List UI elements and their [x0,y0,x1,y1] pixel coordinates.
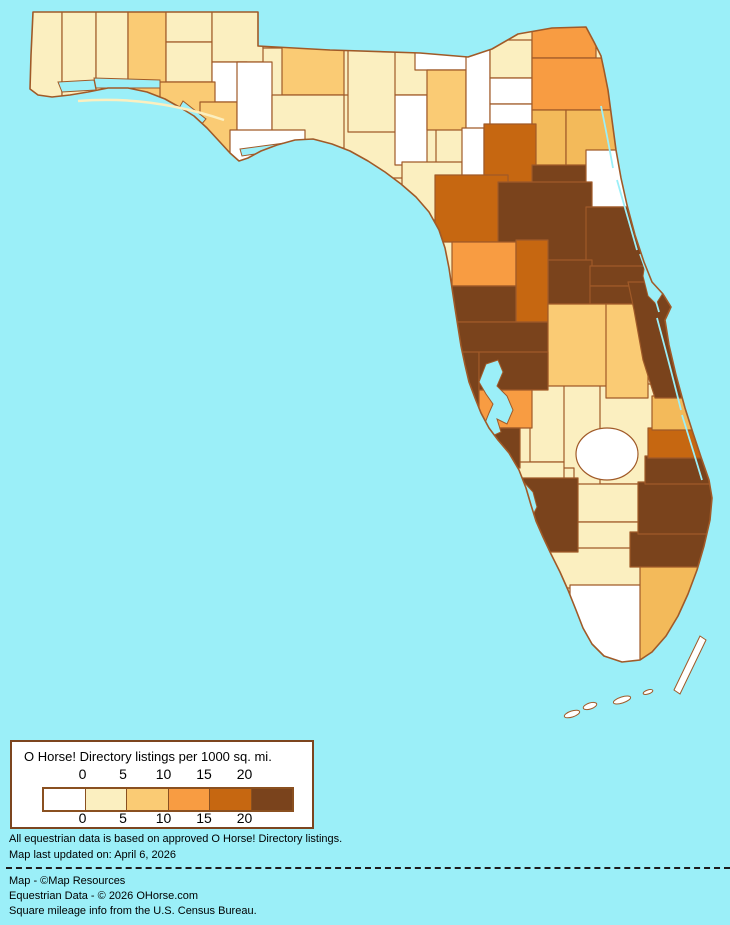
island-key-3 [642,689,654,695]
county-alachua [483,123,537,183]
coastal-lagoon-3 [656,317,682,411]
county-hardee [529,383,565,463]
legend-swatch-2 [126,789,168,810]
county-palm-beach [637,481,712,535]
island-key-0 [563,709,581,719]
legend-tick-top-0: 0 [78,766,87,782]
county-gilchrist [461,127,485,183]
county-hernando [451,285,517,323]
county-collier [539,547,643,589]
county-nassau [531,17,597,59]
choctawhatchee-bay [93,77,161,89]
county-liberty [236,61,273,133]
county-indian-river [651,395,712,431]
county-lake [547,259,593,305]
legend-tick-top-5: 5 [119,766,127,782]
note-last-updated: Map last updated on: April 6, 2026 [9,849,176,861]
county-jackson [211,12,264,63]
legend-swatch-0 [44,789,85,810]
legend-tick-bottom-5: 5 [119,810,127,826]
county-hamilton [414,44,471,71]
county-union [489,77,533,105]
legend-color-bar [42,787,294,812]
legend-tick-top-20: 20 [236,766,253,782]
county-clay [531,109,567,169]
county-levy [434,174,509,243]
county-martin [644,455,712,485]
legend-tick-bottom-15: 15 [196,810,212,826]
state-outline [29,11,713,663]
dashed-separator [6,867,730,869]
legend-tick-bottom-20: 20 [236,810,253,826]
county-washington [165,41,213,83]
legend-swatch-4 [209,789,251,810]
legend-title: O Horse! Directory listings per 1000 sq.… [24,749,272,764]
county-citrus [451,241,517,287]
island-key-2 [612,695,632,705]
county-lafayette [394,94,428,166]
coastal-lagoon-4 [681,414,703,481]
county-gadsden [262,12,309,49]
legend-swatch-5 [250,789,292,810]
legend-swatch-3 [167,789,209,810]
legend-tick-bottom-0: 0 [78,810,87,826]
credit-equestrian-data: Equestrian Data - © 2026 OHorse.com [9,890,199,902]
island-key-1 [582,701,598,711]
coastal-lagoon-1 [616,179,638,251]
county-leon [281,44,345,96]
legend-tick-top-15: 15 [196,766,212,782]
county-polk [547,303,613,387]
legend-box: O Horse! Directory listings per 1000 sq.… [10,740,314,829]
lake-okeechobee [575,427,639,481]
coastal-lagoon-2 [639,253,660,313]
county-pasco [447,321,549,357]
county-jefferson [347,45,401,133]
county-duval [531,57,613,111]
credit-square-mileage: Square mileage info from the U.S. Census… [9,905,257,917]
county-broward [629,531,712,568]
legend-tick-bottom-10: 10 [155,810,172,826]
barrier-island-0 [77,98,225,122]
legend-tick-top-10: 10 [155,766,172,782]
county-st-lucie [647,427,712,459]
county-holmes [165,12,213,43]
county-sumter [515,239,549,323]
coastal-lagoon-0 [600,105,614,169]
tampa-bay [478,359,514,438]
county-suwannee [426,69,467,131]
credit-map: Map - ©Map Resources [9,875,126,887]
note-data-source: All equestrian data is based on approved… [9,833,343,845]
pensacola-bay [57,79,97,93]
county-escambia [30,12,63,106]
legend-swatch-1 [84,789,126,810]
island-key-largo [673,635,707,695]
county-sarasota [439,427,521,469]
